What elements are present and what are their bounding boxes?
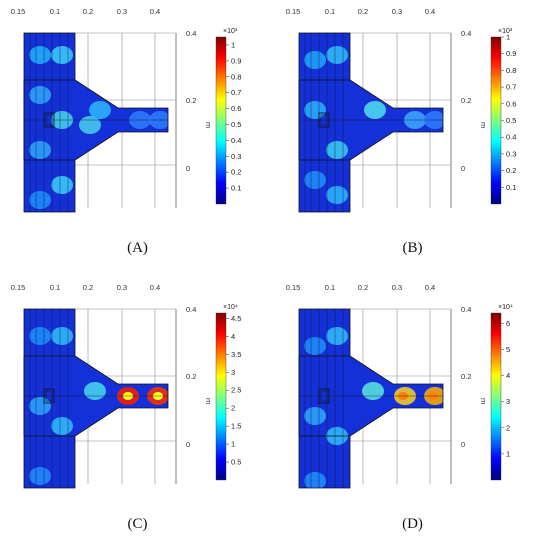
colorbar-tick: 0.1: [506, 183, 516, 192]
axis-top-tick: 0.4: [150, 7, 160, 16]
colorbar-tick: 3.5: [231, 350, 241, 359]
colorbar-tick: 1.5: [231, 422, 241, 431]
colorbar-tick: 0.3: [231, 152, 241, 161]
axis-right-label: m: [204, 122, 213, 128]
colorbar-tick: 5: [506, 345, 510, 354]
colorbar-tick: 0.5: [231, 120, 241, 129]
field-domain: [299, 309, 443, 488]
axis-right-tick: 0.4: [461, 305, 471, 314]
colorbar-tick: 2.5: [231, 386, 241, 395]
geometry-outline: [23, 32, 169, 213]
axis-top-tick: 0.3: [117, 283, 127, 292]
panel-caption: (A): [127, 240, 148, 256]
colorbar-tick: 2: [231, 404, 235, 413]
geometry-outline: [298, 308, 444, 489]
field-domain: [24, 309, 168, 488]
colorbar-exponent: ×10⁴: [223, 304, 238, 311]
axis-right-label: m: [204, 398, 213, 404]
axis-top-tick: 0.2: [83, 283, 93, 292]
axis-right-tick: 0: [461, 440, 465, 449]
colorbar: [490, 36, 502, 205]
axis-right-tick: 0.2: [461, 96, 471, 105]
axis-right-tick: 0.4: [461, 29, 471, 38]
axis-top-tick: 0.2: [83, 7, 93, 16]
panel-caption: (C): [127, 516, 148, 532]
axis-top-tick: 0.15: [11, 7, 26, 16]
colorbar-tick: 0.2: [506, 166, 516, 175]
colorbar-tick: 0.8: [506, 66, 516, 75]
colorbar: [490, 312, 502, 481]
axis-right-tick: 0: [186, 440, 190, 449]
colorbar-tick: 3: [231, 368, 235, 377]
figure-panel-c: 0.15 0.1 0.2 0.3 0.4 0.4 0.2 0 m ×10⁴ 4.5 4 3.5 3 2.5 2…: [0, 276, 275, 552]
axis-top-tick: 0.2: [358, 7, 368, 16]
axis-right-tick: 0.2: [186, 96, 196, 105]
axis-top-tick: 0.3: [392, 283, 402, 292]
colorbar-exponent: ×10⁴: [498, 304, 513, 311]
colorbar-tick: 6: [506, 319, 510, 328]
panel-caption: (B): [402, 240, 423, 256]
colorbar-exponent: ×10³: [223, 28, 238, 35]
colorbar-tick: 0.4: [506, 133, 516, 142]
figure-panel-d: 0.15 0.1 0.2 0.3 0.4 0.4 0.2 0 m ×10⁴ 6 5 4 3 2 1 (D): [275, 276, 550, 552]
colorbar-tick: 0.9: [231, 56, 241, 65]
field-domain: [299, 33, 443, 212]
colorbar-tick: 4: [231, 332, 235, 341]
axis-right-tick: 0: [186, 164, 190, 173]
axis-right-tick: 0.2: [461, 372, 471, 381]
axis-top-tick: 0.3: [392, 7, 402, 16]
axis-top-tick: 0.3: [117, 7, 127, 16]
axis-top-tick: 0.1: [325, 283, 335, 292]
colorbar-tick: 1: [231, 40, 235, 49]
axis-top-tick: 0.1: [325, 7, 335, 16]
colorbar-tick: 0.4: [231, 136, 241, 145]
field-plot: 0.15 0.1 0.2 0.3 0.4 0.4 0.2 0 m ×10⁴ 6 5 4 3 2 1: [286, 283, 513, 489]
colorbar-tick: 0.8: [231, 72, 241, 81]
colorbar-tick: 1: [506, 449, 510, 458]
axis-top-tick: 0.1: [50, 283, 60, 292]
colorbar: [215, 312, 227, 481]
axis-right-tick: 0.4: [186, 29, 196, 38]
axis-right-label: m: [479, 398, 488, 404]
geometry-outline: [298, 32, 444, 213]
colorbar-tick: 0.3: [506, 149, 516, 158]
colorbar: [215, 36, 227, 205]
panel-caption: (D): [402, 516, 423, 532]
colorbar-tick: 4.5: [231, 314, 241, 323]
colorbar-tick: 0.6: [506, 99, 516, 108]
axis-right-tick: 0.4: [186, 305, 196, 314]
axis-top-tick: 0.4: [150, 283, 160, 292]
axis-top-tick: 0.1: [50, 7, 60, 16]
colorbar-tick: 0.9: [506, 49, 516, 58]
colorbar-tick: 1: [231, 440, 235, 449]
axis-top-tick: 0.2: [358, 283, 368, 292]
figure-panel-a: 0.15 0.1 0.2 0.3 0.4 0.4 0.2 0 m ×10³ 1 0.9 0.8 0.7 0.…: [0, 0, 275, 276]
colorbar-tick: 4: [506, 371, 510, 380]
field-domain: [24, 33, 168, 212]
axis-top-tick: 0.15: [286, 7, 301, 16]
colorbar-tick: 1: [506, 33, 510, 42]
axis-right-tick: 0: [461, 164, 465, 173]
colorbar-exponent: ×10³: [498, 28, 513, 35]
axis-top-tick: 0.4: [425, 283, 435, 292]
field-plot: 0.15 0.1 0.2 0.3 0.4 0.4 0.2 0 m ×10⁴ 4.5 4 3.5 3 2.5 2…: [11, 283, 241, 489]
axis-top-tick: 0.15: [11, 283, 26, 292]
geometry-outline: [23, 308, 169, 489]
field-plot: 0.15 0.1 0.2 0.3 0.4 0.4 0.2 0 m ×10³ 1 0.9 0.8 0.7 0.…: [11, 7, 241, 213]
colorbar-tick: 2: [506, 423, 510, 432]
colorbar-tick: 0.1: [231, 184, 241, 193]
colorbar-tick: 0.5: [506, 116, 516, 125]
colorbar-tick: 0.5: [231, 458, 241, 467]
colorbar-tick: 0.2: [231, 168, 241, 177]
axis-top-tick: 0.4: [425, 7, 435, 16]
colorbar-tick: 0.7: [231, 88, 241, 97]
axis-right-label: m: [479, 122, 488, 128]
figure-panel-b: 0.15 0.1 0.2 0.3 0.4 0.4 0.2 0 m ×10³ 1 0.9 0.8 0.7 0.…: [275, 0, 550, 276]
colorbar-tick: 0.7: [506, 83, 516, 92]
axis-top-tick: 0.15: [286, 283, 301, 292]
colorbar-tick: 0.6: [231, 104, 241, 113]
colorbar-tick: 3: [506, 397, 510, 406]
axis-right-tick: 0.2: [186, 372, 196, 381]
